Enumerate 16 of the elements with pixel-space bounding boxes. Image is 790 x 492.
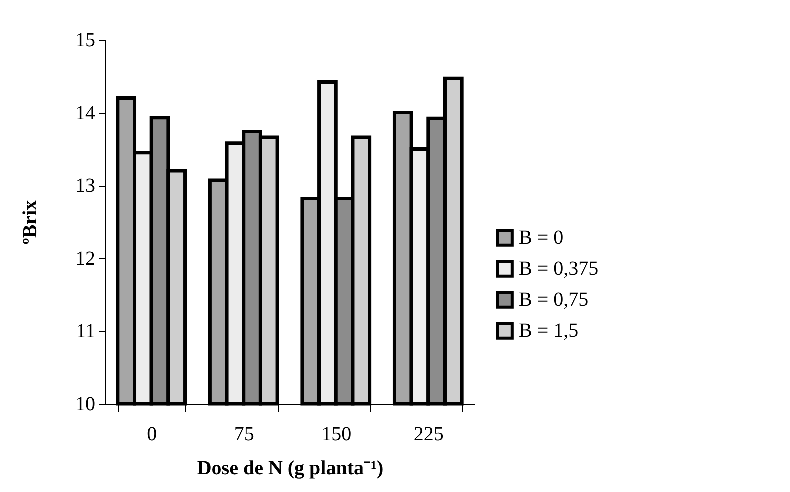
legend-label: B = 0,75: [519, 289, 589, 311]
y-tick-label: 15: [76, 30, 96, 52]
legend-label: B = 0,375: [519, 258, 599, 280]
y-tick-label: 13: [76, 175, 96, 198]
legend-label: B = 1,5: [519, 320, 579, 342]
x-tick-label: 75: [234, 424, 254, 446]
x-tick-label: 150: [322, 424, 352, 446]
y-tick-label: 12: [76, 248, 96, 270]
y-tick-label: 10: [76, 394, 96, 416]
x-tick-label: 225: [414, 424, 444, 446]
y-tick-label: 11: [76, 320, 96, 343]
y-tick-label: 14: [76, 102, 96, 124]
x-axis-title: Dose de N (g planta⁻¹): [197, 458, 384, 480]
legend-label: B = 0: [519, 227, 564, 249]
y-axis-title: ºBrix: [20, 200, 42, 245]
x-tick-label: 0: [147, 424, 158, 446]
